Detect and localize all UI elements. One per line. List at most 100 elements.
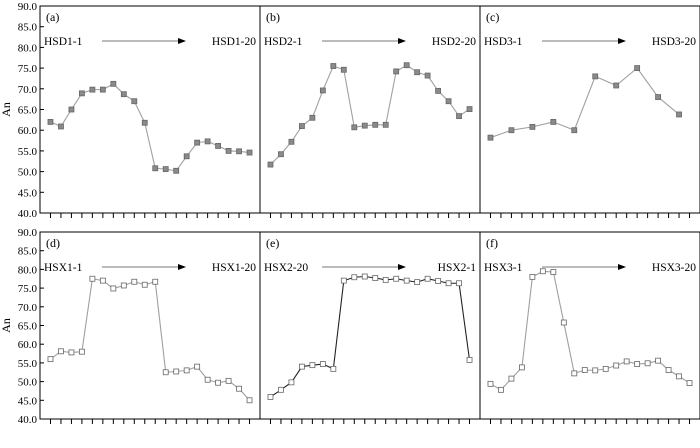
data-point [414,279,421,286]
data-point [309,114,316,121]
y-tick-label: 60.0 [18,125,38,137]
data-point [634,65,641,71]
plot-frame [259,231,481,420]
data-point [644,360,651,367]
data-point [173,167,180,174]
series-line [50,83,250,172]
data-point [382,121,389,128]
data-point [403,277,410,284]
data-point [581,367,588,373]
data-point [613,362,620,369]
data-point [58,123,64,130]
data-point [361,122,368,129]
data-point [110,285,117,292]
data-point [99,277,106,284]
data-point [592,367,599,374]
series-line [490,67,680,139]
data-point [267,161,274,168]
data-point [319,361,326,367]
y-tick-label: 80.0 [18,42,38,54]
panel-label: (a) [46,10,59,24]
data-point [372,275,379,281]
data-point [686,380,693,386]
y-tick-label: 90.0 [18,1,38,13]
data-point [508,375,515,382]
range-end-label: HSX2-1 [438,262,477,274]
y-tick-label: 75.0 [18,63,38,75]
panel-label: (f) [486,236,498,250]
data-point [215,379,221,386]
panel-e: (e) HSX2-20 HSX2-1 [259,231,481,424]
y-tick-label: 90.0 [18,227,38,239]
data-point [110,80,117,87]
panel-d: 40.0 45.0 50.0 55.0 60.0 65.0 70.0 75.0 80.0 85.0… [0,227,261,426]
range-end-label: HSX1-20 [212,262,256,274]
data-point [655,357,661,364]
y-tick-label: 70.0 [18,302,38,314]
data-point [456,280,462,287]
data-point [613,82,620,89]
data-point [183,153,190,160]
y-tick-label: 85.0 [18,22,38,34]
data-point [299,363,305,370]
series-line [270,275,471,398]
data-point [372,121,379,128]
data-point [435,278,441,284]
data-point [194,363,201,370]
range-end-label: HSD3-20 [652,36,696,48]
data-point [655,94,661,100]
y-tick-label: 50.0 [18,167,38,179]
data-point [424,275,431,282]
data-point [592,73,599,80]
data-point [351,124,358,131]
data-point [487,134,494,141]
data-point [246,397,253,404]
data-point [278,151,284,158]
data-point [550,269,557,275]
y-tick-label: 65.0 [18,321,38,333]
data-point [183,367,190,374]
panel-label: (b) [266,10,280,24]
data-point [89,275,96,282]
data-point [539,268,546,275]
range-end-label: HSX3-20 [652,262,696,274]
data-point [236,148,242,155]
data-point [162,369,169,376]
data-point [215,143,221,149]
y-tick-label: 40.0 [18,208,38,220]
data-point [299,123,305,129]
panel-f: (f) HSX3-1 HSX3-20 [479,231,700,424]
data-point [204,376,211,383]
range-arrow-head [398,264,406,270]
data-point [676,373,682,380]
data-point [403,62,410,69]
panel-label: (c) [486,10,499,24]
data-point [330,63,337,69]
data-point [445,280,452,287]
panel-label: (e) [266,236,279,250]
data-point [665,367,672,373]
data-point [204,138,211,145]
range-start-label: HSX3-1 [484,262,523,274]
y-tick-label: 60.0 [18,339,38,351]
data-point [288,379,295,386]
range-arrow-head [618,38,626,44]
range-end-label: HSD1-20 [212,36,256,48]
data-point [445,98,452,105]
data-point [393,275,400,282]
y-tick-label: 55.0 [18,146,38,158]
data-point [47,356,54,363]
panel-b: (b) HSD2-1 HSD2-20 [259,5,481,218]
data-point [393,68,400,75]
y-tick-label: 65.0 [18,105,38,117]
data-point [435,87,441,94]
y-tick-label: 45.0 [18,395,38,407]
data-point [340,66,347,73]
y-tick-label: 75.0 [18,283,38,295]
data-point [571,127,578,134]
data-point [319,87,326,94]
data-point [58,348,64,355]
data-point [330,365,337,372]
data-point [141,119,148,126]
